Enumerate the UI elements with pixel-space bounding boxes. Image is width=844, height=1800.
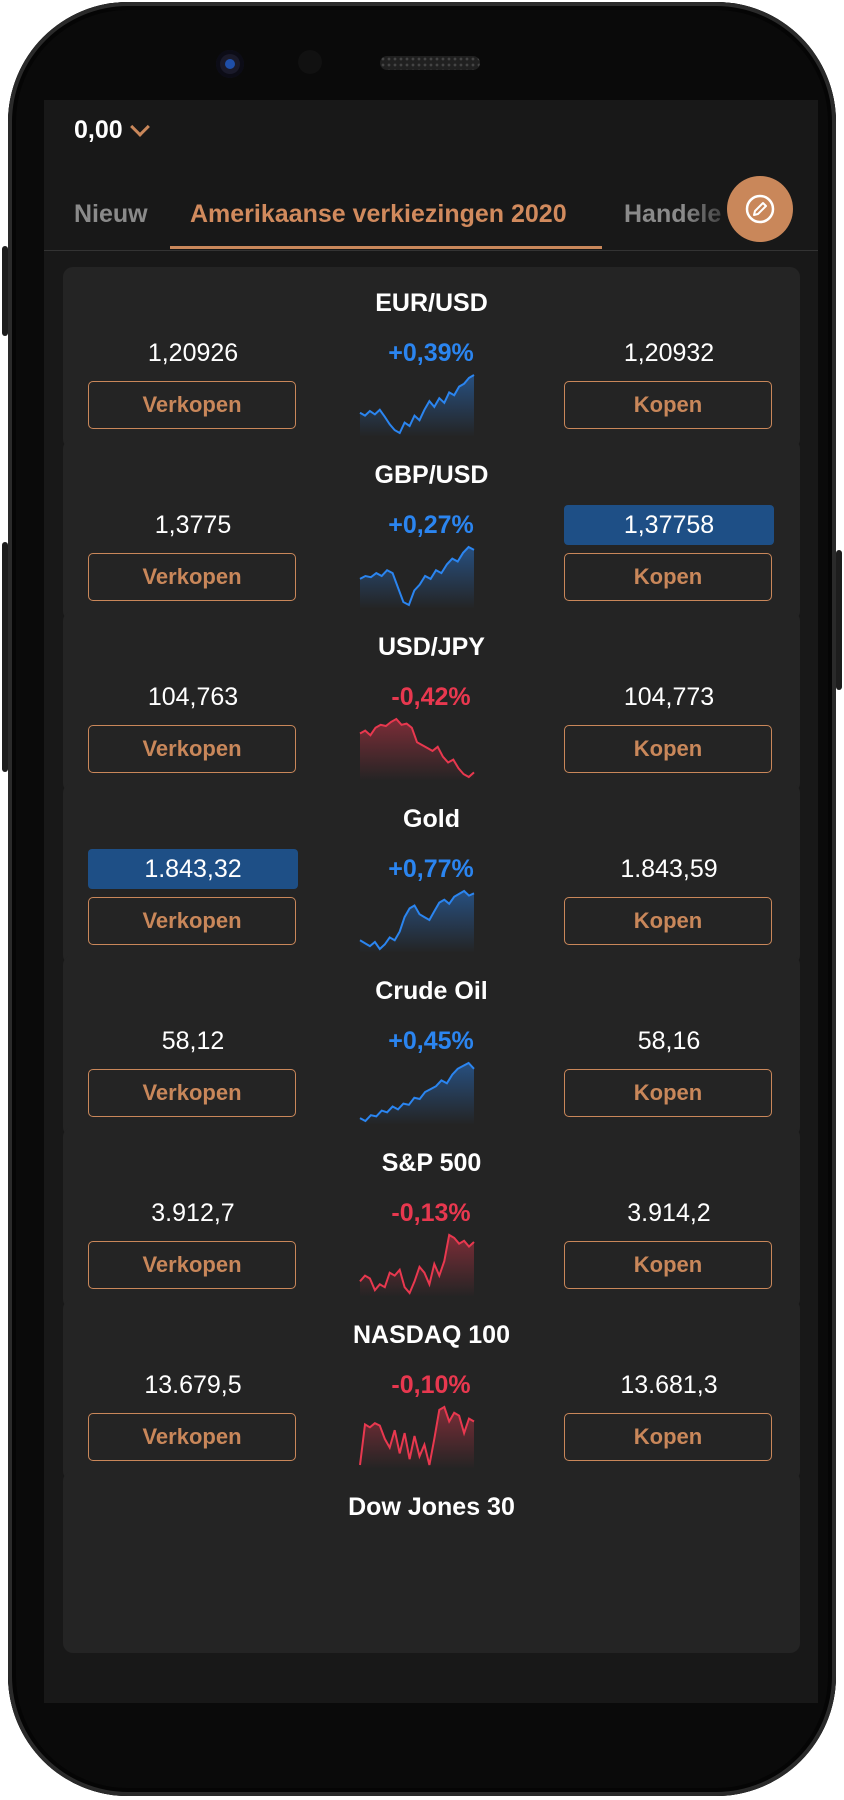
buy-button[interactable]: Kopen <box>564 1241 772 1289</box>
phone-power-button <box>836 550 842 690</box>
change-percent: -0,13% <box>391 1199 471 1227</box>
sell-price: 1,3775 <box>154 511 232 539</box>
sparkline-chart <box>359 1233 475 1297</box>
sparkline-area <box>360 375 474 437</box>
sell-button[interactable]: Verkopen <box>88 1413 296 1461</box>
buy-button[interactable]: Kopen <box>564 1069 772 1117</box>
instrument-card[interactable]: GBP/USD 1,3775 +0,27% 1,37758 Verkopen Kopen <box>63 439 800 621</box>
balance-value: 0,00 <box>74 116 123 144</box>
sparkline-chart <box>359 1061 475 1125</box>
sparkline-line <box>359 545 475 607</box>
instrument-name: NASDAQ 100 <box>353 1321 510 1349</box>
sparkline-chart <box>359 545 475 609</box>
phone-volume-button <box>2 542 8 772</box>
buy-price: 1.843,59 <box>620 855 718 883</box>
instrument-card[interactable]: Gold 1.843,32 +0,77% 1.843,59 Verkopen Kopen <box>63 783 800 965</box>
buy-button[interactable]: Kopen <box>564 1413 772 1461</box>
buy-price: 13.681,3 <box>620 1371 718 1399</box>
front-camera <box>216 50 244 78</box>
sell-price: 104,763 <box>147 683 239 711</box>
sparkline-line <box>359 1061 475 1123</box>
change-percent: -0,42% <box>391 683 471 711</box>
earpiece-speaker <box>380 56 480 70</box>
sparkline-line <box>359 717 475 779</box>
change-percent: -0,10% <box>391 1371 471 1399</box>
instrument-card[interactable]: Dow Jones 30 <box>63 1471 800 1653</box>
buy-price: 3.914,2 <box>627 1199 711 1227</box>
change-percent: +0,27% <box>388 511 474 539</box>
sell-button[interactable]: Verkopen <box>88 1069 296 1117</box>
active-tab-indicator <box>170 246 602 249</box>
instrument-card[interactable]: USD/JPY 104,763 -0,42% 104,773 Verkopen Kopen <box>63 611 800 793</box>
buy-button[interactable]: Kopen <box>564 725 772 773</box>
proximity-sensor <box>298 50 322 74</box>
sell-button[interactable]: Verkopen <box>88 725 296 773</box>
sparkline-line <box>359 889 475 951</box>
sparkline-line <box>359 1233 475 1295</box>
instrument-name: EUR/USD <box>375 289 488 317</box>
sell-button[interactable]: Verkopen <box>88 553 296 601</box>
instrument-name: Dow Jones 30 <box>348 1493 515 1521</box>
tab-amerikaanse-verkiezingen[interactable]: Amerikaanse verkiezingen 2020 <box>190 200 567 228</box>
buy-price: 1,37758 <box>564 505 774 545</box>
sell-price: 13.679,5 <box>144 1371 242 1399</box>
change-percent: +0,45% <box>388 1027 474 1055</box>
sparkline-line <box>359 374 475 435</box>
buy-button[interactable]: Kopen <box>564 897 772 945</box>
phone-side-button-left <box>2 246 8 336</box>
change-percent: +0,77% <box>388 855 474 883</box>
instrument-name: Crude Oil <box>375 977 488 1005</box>
sparkline-chart <box>359 889 475 953</box>
sparkline-area <box>360 719 474 781</box>
instrument-name: GBP/USD <box>374 461 489 489</box>
buy-button[interactable]: Kopen <box>564 553 772 601</box>
buy-price: 1,20932 <box>623 339 715 367</box>
edit-tabs-button[interactable] <box>727 176 793 242</box>
instrument-name: USD/JPY <box>378 633 485 661</box>
category-tabs: Nieuw Amerikaanse verkiezingen 2020 Hand… <box>44 190 818 251</box>
sell-price: 1,20926 <box>147 339 239 367</box>
instrument-name: Gold <box>403 805 460 833</box>
sell-price: 3.912,7 <box>151 1199 235 1227</box>
instrument-name: S&P 500 <box>381 1149 482 1177</box>
sparkline-chart <box>359 1405 475 1469</box>
app-screen: 0,00 Nieuw Amerikaanse verkiezingen 2020… <box>44 100 818 1703</box>
sparkline-area <box>360 1235 474 1297</box>
buy-button[interactable]: Kopen <box>564 381 772 429</box>
tab-nieuw[interactable]: Nieuw <box>74 200 148 228</box>
instrument-card[interactable]: S&P 500 3.912,7 -0,13% 3.914,2 Verkopen Kopen <box>63 1127 800 1309</box>
sell-button[interactable]: Verkopen <box>88 897 296 945</box>
buy-price: 104,773 <box>623 683 715 711</box>
sparkline-chart <box>359 374 475 437</box>
instrument-card[interactable]: EUR/USD 1,20926 +0,39% 1,20932 Verkopen Kopen <box>63 267 800 449</box>
pencil-icon <box>745 194 775 224</box>
sparkline-area <box>360 547 474 609</box>
sparkline-area <box>360 891 474 953</box>
sell-price: 1.843,32 <box>88 849 298 889</box>
sell-button[interactable]: Verkopen <box>88 381 296 429</box>
buy-price: 58,16 <box>637 1027 701 1055</box>
instrument-card[interactable]: Crude Oil 58,12 +0,45% 58,16 Verkopen Kopen <box>63 955 800 1137</box>
sparkline-area <box>360 1063 474 1125</box>
balance-selector[interactable]: 0,00 <box>74 116 150 145</box>
sparkline-area <box>360 1407 474 1469</box>
sparkline-line <box>359 1405 475 1466</box>
chevron-down-icon <box>129 116 150 137</box>
instrument-card[interactable]: NASDAQ 100 13.679,5 -0,10% 13.681,3 Verkopen… <box>63 1299 800 1481</box>
sell-price: 58,12 <box>161 1027 225 1055</box>
change-percent: +0,39% <box>388 339 474 367</box>
sell-button[interactable]: Verkopen <box>88 1241 296 1289</box>
sparkline-chart <box>359 717 475 781</box>
